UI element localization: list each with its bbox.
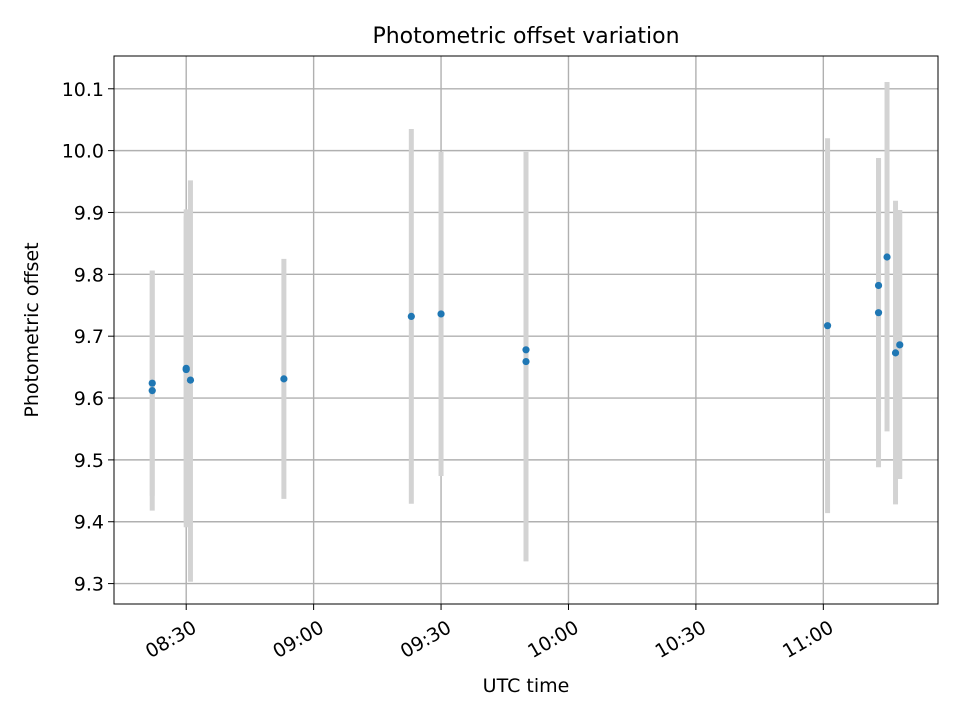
y-axis-label: Photometric offset xyxy=(21,242,43,417)
data-point xyxy=(437,310,445,318)
data-point xyxy=(823,322,832,330)
data-point xyxy=(280,375,288,383)
y-tick-label: 9.7 xyxy=(74,326,104,348)
data-point xyxy=(874,281,883,290)
data-point xyxy=(182,365,190,374)
data-point xyxy=(891,349,900,357)
y-tick-label: 9.6 xyxy=(74,388,104,410)
data-point xyxy=(874,309,883,317)
data-point xyxy=(896,341,904,349)
data-point xyxy=(522,357,530,366)
data-point xyxy=(148,379,156,387)
data-point xyxy=(883,253,891,261)
y-tick-label: 9.9 xyxy=(74,202,104,224)
x-axis-label: UTC time xyxy=(483,675,570,697)
chart-title: Photometric offset variation xyxy=(372,24,679,49)
plot-frame xyxy=(113,55,939,605)
y-tick-label: 10.0 xyxy=(62,141,104,163)
point-layer xyxy=(148,253,904,395)
data-point xyxy=(522,346,530,354)
data-point xyxy=(186,376,195,384)
y-tick-label: 9.3 xyxy=(74,574,104,596)
y-tick-label: 9.8 xyxy=(74,264,104,286)
data-point xyxy=(148,387,156,395)
y-tick-label: 9.4 xyxy=(74,512,104,534)
y-tick-label: 9.5 xyxy=(74,450,104,472)
y-tick-label: 10.1 xyxy=(62,79,104,101)
data-point xyxy=(407,312,415,320)
